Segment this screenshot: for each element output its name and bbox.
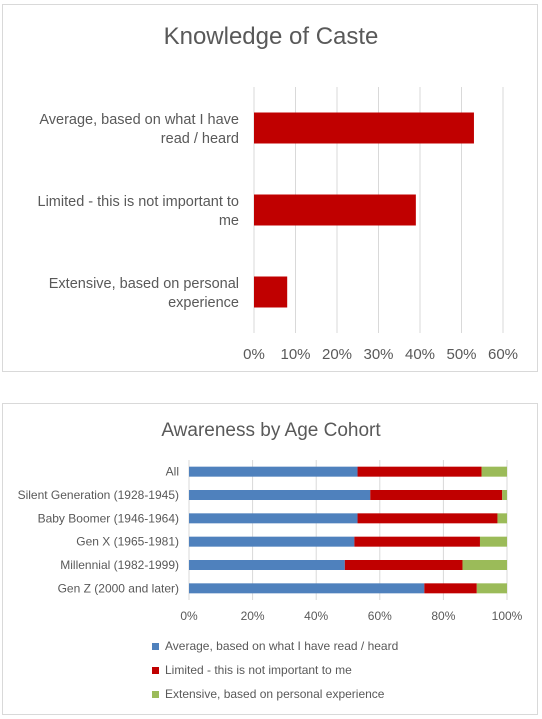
x-tick-label: 10%: [280, 346, 310, 363]
bar: [254, 276, 288, 308]
x-tick-label: 40%: [405, 346, 435, 363]
chart1-svg: Knowledge of Caste 0% 10% 20% 30% 40% 50% 60% A…: [38, 23, 519, 363]
bar-segment: [189, 536, 355, 547]
x-tick-label: 80%: [431, 609, 455, 623]
chart-knowledge-of-caste: Knowledge of Caste 0% 10% 20% 30% 40% 50% 60% A…: [2, 4, 538, 372]
legend-label: Average, based on what I have read / hea…: [165, 639, 398, 653]
bar-segment: [462, 560, 507, 570]
category-label: Average, based on what I have read / hear…: [39, 112, 239, 147]
bar-segment: [357, 513, 498, 524]
bar-segment: [189, 583, 425, 594]
x-tick-label: 40%: [304, 609, 328, 623]
chart2-title: Awareness by Age Cohort: [161, 420, 381, 441]
bar: [254, 194, 416, 226]
bar-segment: [344, 560, 463, 570]
x-tick-label: 60%: [488, 346, 518, 363]
category-label: Extensive, based on personal experience: [49, 276, 239, 311]
category-label: Gen Z (2000 and later): [58, 581, 179, 595]
bar-segment: [189, 560, 345, 570]
x-tick-label: 0%: [243, 346, 265, 363]
x-tick-label: 100%: [492, 609, 523, 623]
bar-segment: [189, 513, 358, 524]
chart2-svg: Awareness by Age Cohort 0% 20% 40% 60% 80% 10…: [18, 420, 523, 701]
x-tick-label: 20%: [241, 609, 265, 623]
legend-swatch: [152, 643, 159, 650]
legend-label: Limited - this is not important to me: [165, 663, 352, 677]
chart-awareness-by-age-cohort: Awareness by Age Cohort 0% 20% 40% 60% 80% 10…: [2, 403, 538, 715]
x-tick-label: 30%: [363, 346, 393, 363]
bar-segment: [189, 490, 371, 500]
category-label: Limited - this is not important to me: [38, 194, 239, 229]
bar-segment: [189, 466, 358, 477]
legend-swatch: [152, 667, 159, 674]
bar-segment: [481, 466, 507, 477]
bar-segment: [354, 536, 480, 547]
x-tick-label: 50%: [446, 346, 476, 363]
category-label: Gen X (1965-1981): [76, 535, 179, 549]
bar-segment: [479, 536, 507, 547]
bar: [254, 112, 474, 144]
bar-segment: [497, 513, 507, 524]
x-tick-label: 20%: [322, 346, 352, 363]
bar-segment: [357, 466, 482, 477]
chart1-title: Knowledge of Caste: [164, 23, 379, 50]
category-label: Silent Generation (1928-1945): [18, 488, 179, 502]
bar-segment: [476, 583, 507, 594]
legend-swatch: [152, 691, 159, 698]
bar-segment: [502, 490, 507, 500]
legend-label: Extensive, based on personal experience: [165, 687, 385, 701]
category-label: Millennial (1982-1999): [60, 558, 179, 572]
bar-segment: [424, 583, 477, 594]
x-tick-label: 0%: [180, 609, 198, 623]
bar-segment: [370, 490, 503, 500]
category-label: Baby Boomer (1946-1964): [38, 511, 179, 525]
x-tick-label: 60%: [368, 609, 392, 623]
category-label: All: [166, 465, 179, 479]
